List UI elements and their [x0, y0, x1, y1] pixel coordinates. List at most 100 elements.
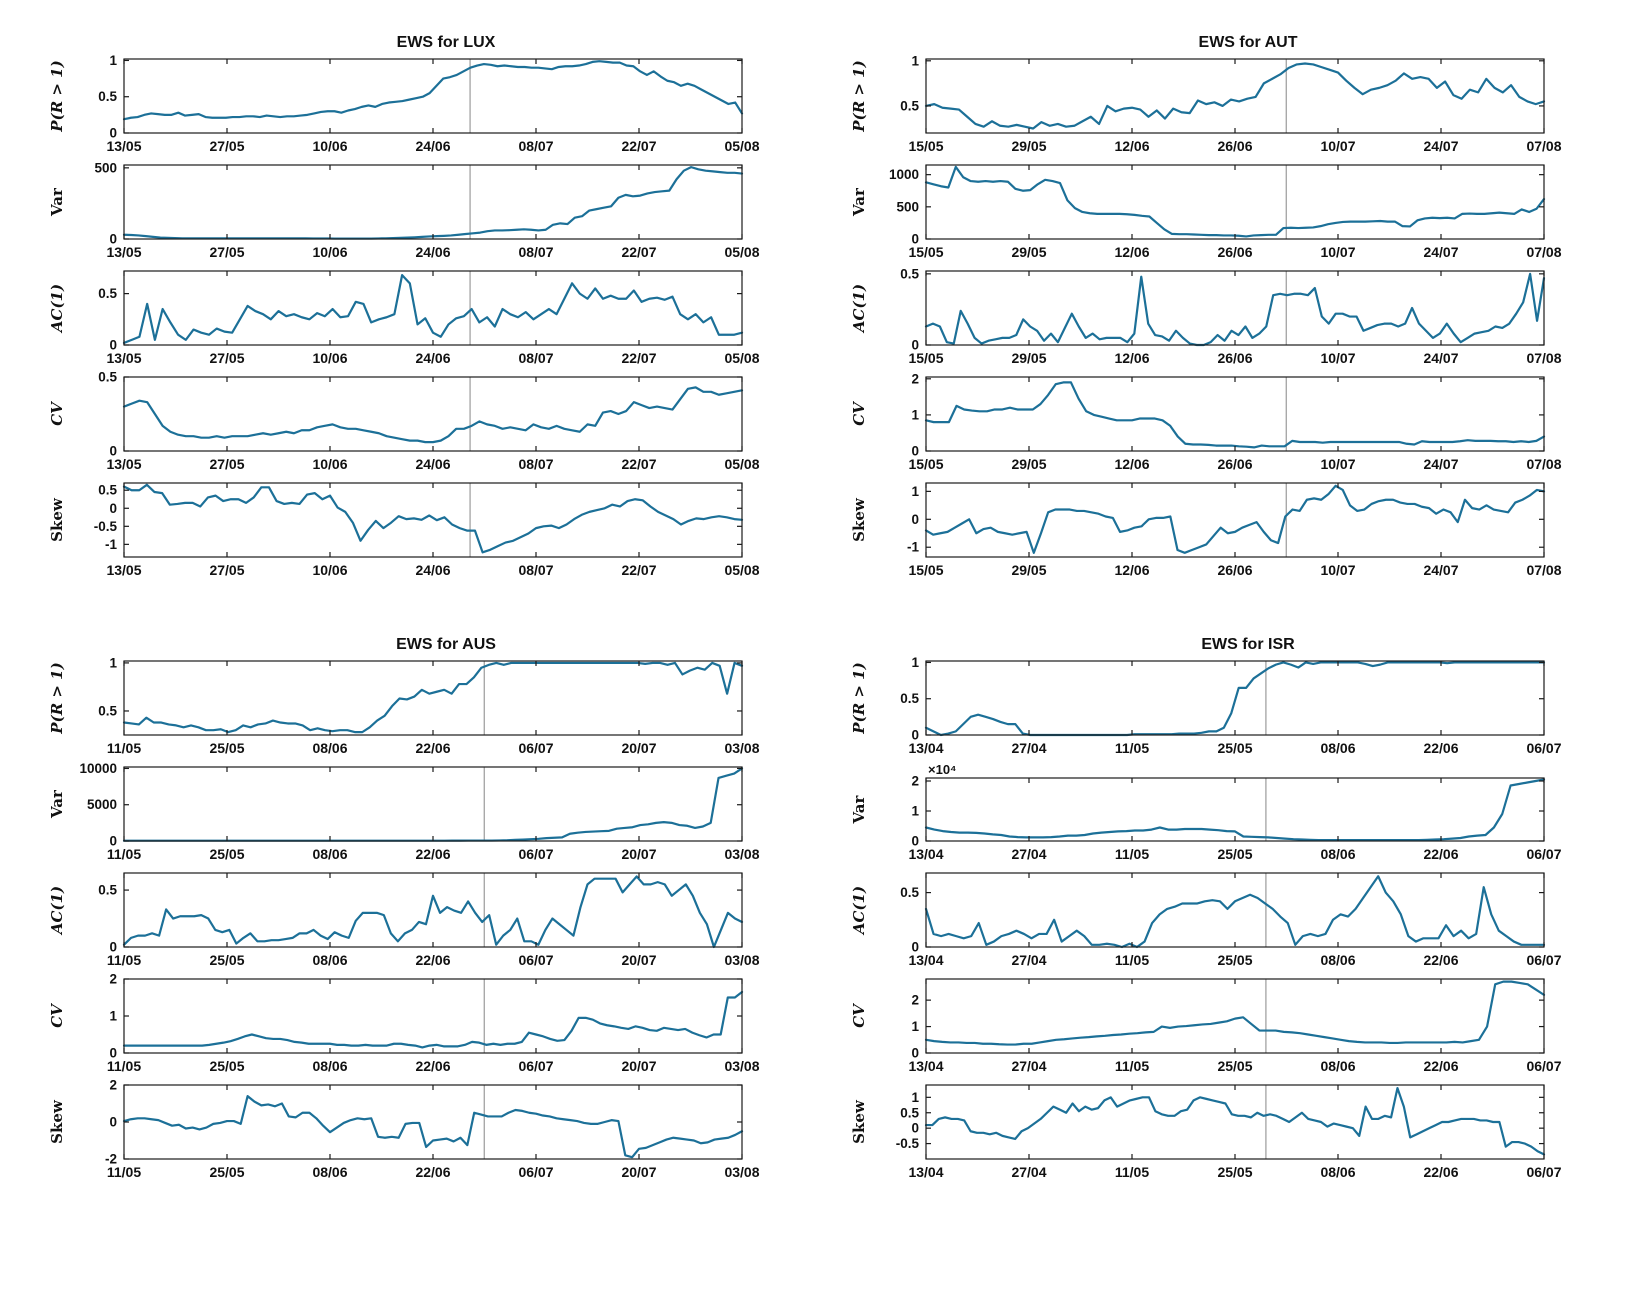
data-line [122, 1095, 744, 1159]
subplot-ac1: 13/04 27/04 11/05 25/05 08/06 22/06 06/07 0 0.5 A… [850, 872, 1562, 968]
panel-title-aut: EWS for AUT [1198, 34, 1298, 51]
y-tick-label: 0 [109, 1115, 117, 1130]
x-tick-label: 06/07 [518, 740, 553, 756]
x-tick-label: 27/05 [209, 350, 244, 366]
panel-title-aus: EWS for AUS [396, 636, 496, 653]
x-tick-label: 13/04 [908, 1164, 943, 1180]
x-tick-label: 13/05 [106, 350, 141, 366]
x-tick-label: 06/07 [1526, 846, 1561, 862]
x-tick-label: 22/06 [1423, 1058, 1458, 1074]
subplot-var: 13/04 27/04 11/05 25/05 08/06 22/06 06/07 0 1 2 ×1… [850, 762, 1562, 862]
y-tick-label: 0 [911, 1046, 919, 1061]
x-tick-label: 10/06 [312, 244, 347, 260]
y-axis-label: Skew [850, 1099, 868, 1144]
x-tick-label: 12/06 [1114, 244, 1149, 260]
x-tick-label: 05/08 [724, 244, 759, 260]
data-line [122, 990, 744, 1049]
y-tick-label: 1 [109, 656, 117, 670]
x-tick-label: 08/06 [1320, 952, 1355, 968]
data-line [924, 62, 1546, 130]
data-line [924, 778, 1546, 842]
x-tick-label: 22/06 [1423, 1164, 1458, 1180]
x-tick-label: 06/07 [1526, 1164, 1561, 1180]
y-tick-label: 0 [109, 338, 117, 353]
x-tick-label: 08/07 [518, 244, 553, 260]
y-axis-label: AC(1) [48, 284, 66, 334]
y-axis-label: P(R > 1) [48, 60, 66, 132]
x-tick-label: 11/05 [1115, 1164, 1149, 1180]
x-tick-label: 25/05 [1217, 1164, 1252, 1180]
subplot-cv: 13/05 27/05 10/06 24/06 08/07 22/07 05/08 0 0.5 C… [48, 372, 760, 472]
x-tick-label: 06/07 [518, 952, 553, 968]
y-axis-label: CV [48, 1003, 66, 1028]
x-tick-label: 11/05 [107, 952, 141, 968]
panel-charts-aus: 11/05 25/05 08/06 22/06 06/07 20/07 03/08 0.5 1 P… [38, 656, 782, 1186]
x-tick-label: 25/05 [209, 952, 244, 968]
x-tick-label: 20/07 [621, 740, 656, 756]
subplot-skew: 15/05 29/05 12/06 26/06 10/07 24/07 07/08 -1 0 1 S… [850, 482, 1562, 578]
x-tick-label: 08/06 [312, 952, 347, 968]
y-tick-label: 0.5 [900, 691, 919, 706]
axes-box [925, 482, 1545, 558]
x-tick-label: 20/07 [621, 846, 656, 862]
y-axis-label: P(R > 1) [850, 60, 868, 132]
x-tick-label: 06/07 [518, 846, 553, 862]
x-tick-label: 13/04 [908, 952, 943, 968]
x-tick-label: 10/06 [312, 562, 347, 578]
x-tick-label: 26/06 [1217, 456, 1252, 472]
x-tick-label: 10/06 [312, 456, 347, 472]
panel-lux: EWS for LUX 13/05 27/05 10/06 24/06 08/07 22/… [38, 34, 782, 584]
x-tick-label: 20/07 [621, 1058, 656, 1074]
x-tick-label: 22/06 [1423, 740, 1458, 756]
y-tick-label: -1 [907, 540, 919, 555]
subplot-var: 13/05 27/05 10/06 24/06 08/07 22/07 05/08 0 500 V… [48, 160, 760, 260]
y-tick-label: 1 [911, 1019, 919, 1034]
y-axis-label: Var [850, 794, 868, 824]
y-tick-label: 5000 [87, 797, 117, 812]
y-axis-label: AC(1) [850, 284, 868, 334]
subplot-cv: 11/05 25/05 08/06 22/06 06/07 20/07 03/08 0 1 2 CV [48, 974, 760, 1074]
y-axis-label: CV [48, 401, 66, 426]
panel-title-lux: EWS for LUX [396, 34, 496, 51]
x-tick-label: 22/06 [415, 740, 450, 756]
y-tick-label: 0 [911, 338, 919, 353]
x-tick-label: 03/08 [724, 1164, 759, 1180]
x-tick-label: 10/07 [1320, 562, 1355, 578]
x-tick-label: 08/07 [518, 350, 553, 366]
y-tick-label: 0 [109, 940, 117, 955]
x-tick-label: 06/07 [1526, 1058, 1561, 1074]
data-line [924, 381, 1546, 449]
x-tick-label: 26/06 [1217, 244, 1252, 260]
y-tick-label: 0 [109, 501, 117, 516]
x-tick-label: 25/05 [1217, 740, 1252, 756]
y-tick-label: 1 [911, 804, 919, 819]
x-tick-label: 29/05 [1011, 244, 1046, 260]
panel-charts-isr: 13/04 27/04 11/05 25/05 08/06 22/06 06/07 0 0.5 1… [840, 656, 1584, 1186]
y-axis-label: Skew [850, 497, 868, 542]
x-tick-label: 22/07 [621, 456, 656, 472]
x-tick-label: 15/05 [908, 456, 943, 472]
x-tick-label: 24/07 [1423, 138, 1458, 154]
x-tick-label: 13/04 [908, 740, 943, 756]
y-axis-label: Var [48, 187, 66, 217]
x-tick-label: 10/07 [1320, 244, 1355, 260]
subplot-ac1: 11/05 25/05 08/06 22/06 06/07 20/07 03/08 0 0.5 A… [48, 872, 760, 968]
axes-box [925, 58, 1545, 134]
subplot-cv: 13/04 27/04 11/05 25/05 08/06 22/06 06/07 0 1 2 CV [850, 978, 1562, 1074]
y-tick-label: 1 [109, 54, 117, 68]
y-tick-label: 2 [109, 974, 117, 987]
x-tick-label: 08/06 [1320, 740, 1355, 756]
y-tick-label: -2 [105, 1152, 117, 1167]
subplot-var: 11/05 25/05 08/06 22/06 06/07 20/07 03/08 0 5000… [48, 762, 760, 862]
x-tick-label: 26/06 [1217, 562, 1252, 578]
x-tick-label: 25/05 [1217, 952, 1252, 968]
x-tick-label: 08/07 [518, 562, 553, 578]
axes-box [123, 766, 743, 842]
data-line [122, 767, 744, 842]
ews-figure: EWS for LUX 13/05 27/05 10/06 24/06 08/07 22/… [38, 34, 1584, 1186]
x-tick-label: 08/06 [1320, 846, 1355, 862]
y-axis-label: Var [48, 789, 66, 819]
y-tick-label: 1 [911, 407, 919, 422]
x-tick-label: 24/06 [415, 350, 450, 366]
y-tick-label: 0.5 [900, 1105, 919, 1120]
